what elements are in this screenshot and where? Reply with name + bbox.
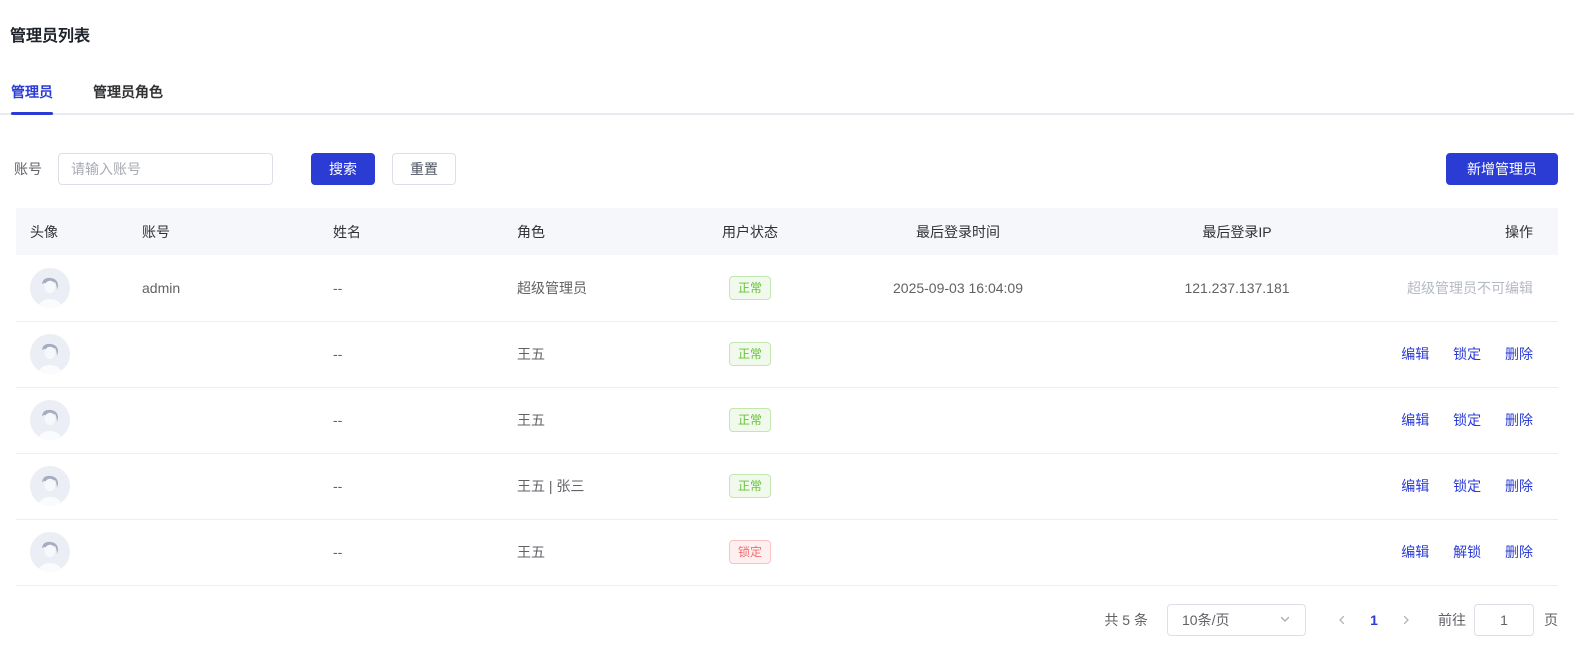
header-last-login-time: 最后登录时间 — [795, 208, 1121, 255]
tab-admin-role[interactable]: 管理员角色 — [93, 84, 163, 100]
table-row: admin -- 超级管理员 正常 2025-09-03 16:04:09 12… — [16, 255, 1558, 322]
table-row: -- 王五 锁定 编辑 解锁 删除 — [16, 519, 1558, 586]
cell-last-login-ip — [1121, 453, 1353, 520]
cell-name: -- — [321, 387, 505, 454]
header-actions: 操作 — [1353, 208, 1558, 255]
add-admin-button[interactable]: 新增管理员 — [1446, 153, 1558, 185]
header-avatar: 头像 — [16, 208, 130, 255]
cell-name: -- — [321, 453, 505, 520]
cell-account — [130, 519, 321, 586]
cell-last-login-ip — [1121, 519, 1353, 586]
default-user-avatar-icon — [30, 267, 70, 308]
delete-link[interactable]: 删除 — [1505, 544, 1533, 560]
current-page[interactable]: 1 — [1370, 611, 1378, 628]
cell-account — [130, 453, 321, 520]
header-last-login-ip: 最后登录IP — [1121, 208, 1353, 255]
filter-bar: 账号 搜索 重置 新增管理员 — [14, 153, 1558, 185]
cell-last-login-time — [795, 387, 1121, 454]
reset-button[interactable]: 重置 — [392, 153, 456, 185]
goto-label: 前往 — [1438, 611, 1466, 628]
cell-last-login-ip — [1121, 387, 1353, 454]
default-user-avatar-icon — [30, 400, 70, 440]
action-note: 超级管理员不可编辑 — [1407, 279, 1533, 296]
cell-name: -- — [321, 519, 505, 586]
cell-last-login-time — [795, 453, 1121, 520]
header-name: 姓名 — [321, 208, 505, 255]
admin-table: 头像 账号 姓名 角色 用户状态 最后登录时间 最后登录IP 操作 admin … — [16, 208, 1558, 586]
cell-name: -- — [321, 255, 505, 322]
cell-last-login-ip — [1121, 321, 1353, 388]
cell-role: 王五 — [505, 321, 705, 388]
account-input[interactable] — [58, 153, 273, 185]
edit-link[interactable]: 编辑 — [1401, 346, 1430, 362]
lock-link[interactable]: 锁定 — [1453, 346, 1482, 362]
delete-link[interactable]: 删除 — [1505, 346, 1533, 362]
table-row: -- 王五 正常 编辑 锁定 删除 — [16, 387, 1558, 454]
cell-role: 王五 — [505, 519, 705, 586]
status-badge: 正常 — [728, 408, 771, 432]
goto-page-input[interactable] — [1474, 603, 1534, 636]
cell-role: 王五 | 张三 — [505, 453, 705, 520]
cell-last-login-ip: 121.237.137.181 — [1121, 255, 1353, 322]
account-label: 账号 — [14, 161, 42, 177]
total-count: 共 5 条 — [1104, 611, 1148, 628]
cell-role: 超级管理员 — [505, 255, 705, 322]
cell-account — [130, 387, 321, 454]
tab-bar: 管理员 管理员角色 — [0, 82, 1574, 115]
search-button[interactable]: 搜索 — [311, 153, 375, 185]
cell-last-login-time — [795, 321, 1121, 388]
unlock-link[interactable]: 解锁 — [1453, 544, 1482, 560]
pager: 1 — [1326, 604, 1422, 636]
cell-last-login-time — [795, 519, 1121, 586]
default-user-avatar-icon — [30, 466, 70, 506]
table-row: -- 王五 正常 编辑 锁定 删除 — [16, 321, 1558, 388]
status-badge: 正常 — [728, 275, 771, 300]
status-badge: 锁定 — [728, 540, 771, 564]
cell-last-login-time: 2025-09-03 16:04:09 — [795, 255, 1121, 322]
table-row: -- 王五 | 张三 正常 编辑 锁定 删除 — [16, 453, 1558, 520]
cell-account — [130, 321, 321, 388]
chevron-right-icon[interactable] — [1390, 604, 1422, 636]
edit-link[interactable]: 编辑 — [1401, 478, 1430, 494]
cell-role: 王五 — [505, 387, 705, 454]
lock-link[interactable]: 锁定 — [1453, 412, 1482, 428]
page-unit-label: 页 — [1544, 611, 1558, 628]
delete-link[interactable]: 删除 — [1505, 412, 1533, 428]
header-role: 角色 — [505, 208, 705, 255]
cell-account: admin — [130, 255, 321, 322]
page-title: 管理员列表 — [10, 28, 91, 45]
chevron-down-icon — [1279, 612, 1291, 628]
page-size-value: 10条/页 — [1182, 611, 1230, 628]
status-badge: 正常 — [728, 342, 771, 366]
chevron-left-icon[interactable] — [1326, 604, 1358, 636]
table-header-row: 头像 账号 姓名 角色 用户状态 最后登录时间 最后登录IP 操作 — [16, 208, 1558, 255]
edit-link[interactable]: 编辑 — [1401, 412, 1430, 428]
cell-name: -- — [321, 321, 505, 388]
pagination: 共 5 条 10条/页 1 前往 页 — [0, 603, 1558, 636]
tab-admin[interactable]: 管理员 — [11, 82, 53, 115]
edit-link[interactable]: 编辑 — [1401, 544, 1430, 560]
default-user-avatar-icon — [30, 334, 70, 374]
header-status: 用户状态 — [705, 208, 795, 255]
lock-link[interactable]: 锁定 — [1453, 478, 1482, 494]
header-account: 账号 — [130, 208, 321, 255]
admin-list-page: 管理员列表 管理员 管理员角色 账号 搜索 重置 新增管理员 头像 账号 姓名 … — [0, 28, 1574, 636]
status-badge: 正常 — [728, 474, 771, 498]
page-size-select[interactable]: 10条/页 — [1167, 603, 1306, 636]
default-user-avatar-icon — [30, 532, 70, 572]
delete-link[interactable]: 删除 — [1505, 478, 1533, 494]
